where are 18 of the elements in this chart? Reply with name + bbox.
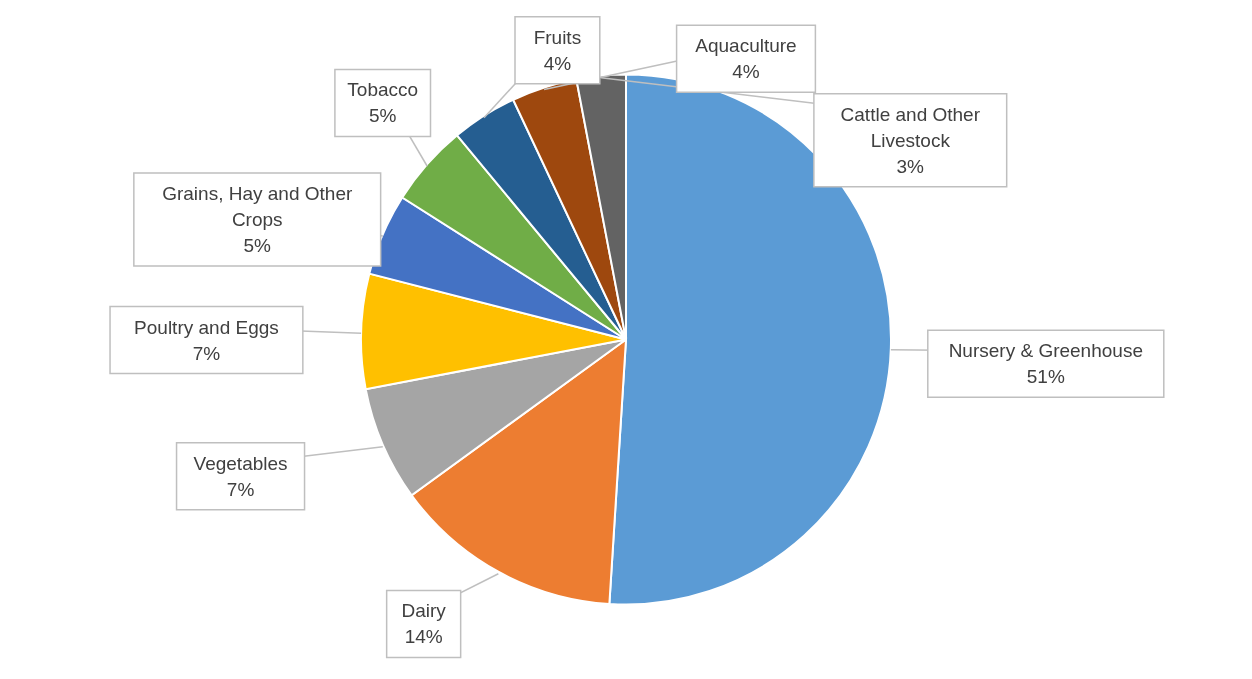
data-label: 7%	[192, 342, 221, 364]
slice-label: Grains, Hay and Other Crops	[162, 183, 353, 231]
slice-label: Poultry and Eggs	[134, 316, 279, 338]
slice-label: Aquaculture	[695, 35, 797, 57]
slice-label: Nursery & Greenhouse	[948, 340, 1143, 362]
data-label: 14%	[404, 626, 443, 648]
data-label: 3%	[896, 155, 925, 177]
data-label: 7%	[226, 478, 255, 500]
slice-label: Fruits	[533, 26, 582, 48]
data-label: 51%	[1026, 366, 1065, 388]
slice-label: Tobacco	[347, 79, 419, 101]
data-label: 4%	[543, 52, 572, 74]
slice-label: Dairy	[401, 600, 447, 622]
data-label: 5%	[368, 105, 397, 127]
slice-label: Cattle and Other Livestock	[840, 103, 981, 151]
data-label: 4%	[732, 61, 760, 83]
data-label: 5%	[243, 235, 272, 257]
slice-label: Vegetables	[193, 452, 288, 474]
